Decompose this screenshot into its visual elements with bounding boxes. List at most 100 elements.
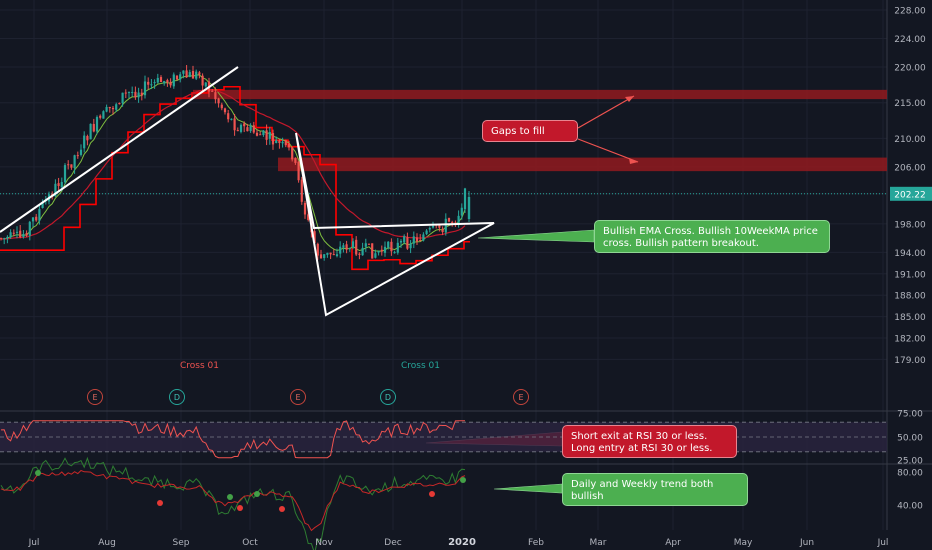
candle-body	[463, 188, 467, 210]
candle-body	[428, 228, 431, 230]
candle-body	[41, 202, 44, 209]
candle-body	[185, 70, 188, 78]
gap-arrow-down	[577, 138, 639, 163]
dividend-marker[interactable]: D	[169, 389, 185, 405]
candle-body	[73, 155, 76, 168]
candle-body	[406, 237, 409, 249]
candle-body	[390, 241, 393, 252]
candle-body	[361, 247, 364, 256]
x-axis: Jul Aug Sep Oct Nov Dec 2020 Feb Mar Apr May Jun Jul	[28, 537, 889, 548]
gaps-note: Gaps to fill	[482, 120, 578, 142]
candle-body	[300, 179, 303, 202]
candle-body	[383, 246, 387, 253]
arrow-head	[625, 96, 634, 102]
candle-body	[415, 237, 419, 242]
candle-body	[246, 127, 249, 132]
candle-body	[358, 253, 361, 255]
candle-body	[265, 130, 268, 140]
candle-body	[252, 125, 255, 133]
candle-body	[3, 238, 6, 240]
candle-body	[89, 123, 92, 140]
candle-body	[143, 81, 147, 96]
x-tick-label: May	[734, 538, 753, 548]
candle-body	[303, 202, 307, 215]
candle-body	[54, 183, 57, 197]
candle-body	[236, 130, 239, 132]
candle-body	[447, 218, 451, 222]
candle-body	[419, 240, 422, 242]
trend-dot	[429, 491, 435, 497]
candle-body	[345, 244, 348, 250]
x-tick-label: Jul	[28, 538, 40, 548]
candle-body	[278, 140, 281, 144]
y-tick-label: 210.00	[894, 135, 926, 145]
candle-body	[319, 254, 323, 259]
candle-body	[457, 215, 460, 224]
candle-body	[371, 243, 374, 259]
y-tick-label: 179.00	[894, 356, 926, 366]
candle-body	[25, 233, 28, 236]
candle-body	[9, 232, 12, 238]
candle-body	[191, 70, 195, 79]
y-tick-label: 40.00	[897, 502, 923, 512]
candle-body	[268, 131, 271, 139]
candle-body	[284, 140, 287, 146]
gap-zone	[193, 89, 887, 100]
candle-body	[67, 164, 70, 166]
bullish-note: Bullish EMA Cross. Bullish 10WeekMA pric…	[594, 220, 830, 253]
candle-body	[441, 228, 444, 233]
candle-body	[367, 243, 371, 245]
candle-body	[28, 221, 31, 236]
candle-body	[76, 155, 79, 157]
candle-body	[313, 231, 316, 244]
step-moving-average	[0, 85, 470, 271]
candle-body	[105, 107, 108, 112]
candle-body	[108, 106, 111, 109]
candle-body	[339, 246, 342, 254]
candle-body	[92, 123, 95, 132]
candle-body	[57, 183, 60, 186]
candle-body	[243, 123, 246, 127]
candle-body	[393, 252, 396, 254]
dividend-marker[interactable]: D	[380, 389, 396, 405]
x-tick-label: Nov	[315, 538, 333, 548]
candle-body	[95, 117, 99, 132]
candle-body	[31, 217, 35, 222]
candle-body	[438, 224, 441, 228]
candle-body	[60, 182, 63, 188]
earnings-marker[interactable]: E	[290, 389, 306, 405]
arrow-head	[629, 158, 638, 164]
candle-body	[111, 107, 115, 110]
candle-body	[364, 243, 367, 247]
grid	[0, 0, 932, 530]
y-tick-label: 224.00	[894, 35, 926, 45]
candle-body	[70, 164, 73, 168]
candle-body	[102, 111, 105, 119]
y-tick-label: 198.00	[894, 220, 926, 230]
earnings-marker[interactable]: E	[87, 389, 103, 405]
candle-body	[204, 82, 207, 87]
x-tick-label: Dec	[384, 538, 401, 548]
candle-body	[223, 108, 227, 113]
rsi-line	[0, 420, 465, 459]
candle-body	[137, 92, 140, 98]
daily-trend-line	[0, 456, 466, 550]
candle-body	[214, 92, 217, 100]
candle-body	[287, 143, 291, 148]
candle-body	[175, 75, 179, 80]
cross-red-label: Cross 01	[180, 361, 219, 371]
candle-body	[255, 132, 259, 136]
x-tick-label: Jun	[799, 538, 814, 548]
candle-body	[422, 234, 425, 241]
candle-body	[399, 240, 403, 243]
rsi-panel	[0, 420, 887, 459]
y-tick-label: 182.00	[894, 334, 926, 344]
earnings-marker[interactable]: E	[513, 389, 529, 405]
candle-body	[86, 136, 89, 141]
candle-body	[15, 231, 19, 233]
candle-body	[275, 140, 278, 143]
candle-body	[131, 91, 134, 93]
x-tick-label: 2020	[448, 537, 476, 548]
y-tick-label: 50.00	[897, 434, 923, 444]
